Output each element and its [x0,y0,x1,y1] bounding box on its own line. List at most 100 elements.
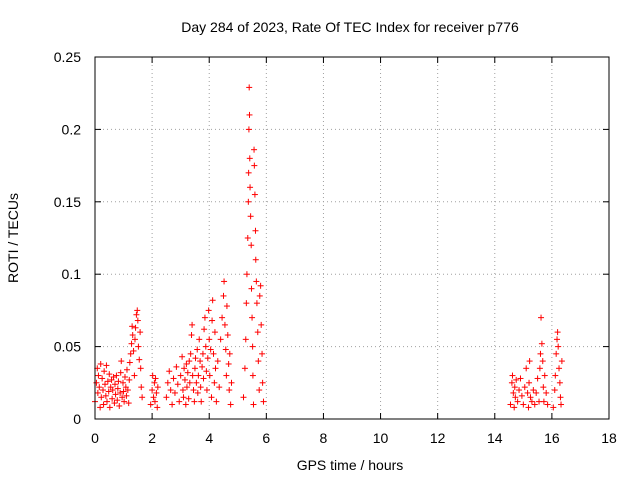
data-point [199,363,206,370]
x-tick-label: 10 [373,430,389,446]
data-point [204,355,211,362]
data-point [225,360,232,367]
data-point [521,384,528,391]
y-tick-label: 0.2 [62,121,82,137]
data-point [260,398,267,405]
x-tick-label: 12 [430,430,446,446]
data-point [558,358,565,365]
data-point [243,300,250,307]
data-point [558,401,565,408]
data-point [244,235,251,241]
x-tick-label: 0 [91,430,99,446]
data-point [114,385,121,392]
data-point [251,162,258,169]
data-point [544,401,551,408]
data-point [182,401,189,408]
data-point [254,329,261,336]
data-point [207,346,214,353]
data-point [248,285,255,292]
data-point [221,278,228,285]
data-point [554,329,561,336]
data-point [217,336,224,343]
data-point [137,365,144,372]
data-point [259,379,266,386]
x-tick-label: 14 [487,430,503,446]
data-point [101,381,108,388]
data-point [246,111,253,118]
data-point [105,388,112,395]
data-point [151,379,158,386]
x-tick-label: 2 [148,430,156,446]
data-point [103,398,110,405]
data-point [540,384,547,391]
data-point [226,350,233,357]
data-point [247,213,254,220]
data-point [130,347,137,354]
data-point [245,198,252,205]
data-point [518,392,525,399]
y-tick-label: 0 [73,411,81,427]
data-point [530,387,537,394]
data-point [253,278,260,285]
data-point [527,394,534,401]
data-point [557,394,564,401]
data-point [223,372,230,379]
data-point [98,394,105,401]
data-point [121,374,128,381]
data-point [104,378,111,385]
data-point [242,336,249,343]
data-point [149,387,156,394]
grid-lines [95,57,609,419]
data-point [241,365,248,372]
data-point [93,379,100,386]
data-point [220,292,227,299]
data-point [126,359,133,366]
data-point [555,343,562,350]
data-point [552,372,559,379]
data-point [526,379,533,386]
data-point [197,358,204,365]
data-point [97,404,104,411]
data-point [151,398,158,405]
data-point [252,256,259,263]
data-point [198,398,205,405]
data-point [556,365,563,372]
axis-tick-labels: 0 2 4 6 8 10 12 14 16 18 0 0.05 0.1 0.15 0.2 0.25 [54,49,617,446]
data-point [200,375,207,382]
data-point [245,126,252,133]
data-point [199,350,206,357]
data-point [173,363,180,370]
data-point [554,336,561,343]
data-point [149,372,156,379]
data-point [150,394,157,401]
data-point [195,372,202,379]
data-point [528,398,535,405]
data-point [205,307,212,314]
data-point [257,282,264,289]
data-point [556,379,563,386]
data-point [110,374,117,381]
data-point [525,404,532,411]
data-point [511,404,518,411]
y-tick-label: 0.05 [54,339,81,355]
data-point [222,346,229,353]
data-point [189,372,196,379]
data-point [121,398,128,405]
data-point [164,379,171,386]
data-point [246,84,253,91]
data-point [123,366,130,373]
data-point [517,375,524,382]
data-point [166,368,173,375]
data-point [170,375,177,382]
data-point [194,389,201,396]
data-point [102,392,109,399]
data-point [208,394,215,401]
data-point [223,303,230,310]
data-point [125,400,132,407]
data-point [228,379,235,386]
data-point [551,387,558,394]
data-point [197,384,204,391]
data-point [196,336,203,343]
data-point [540,398,547,405]
data-point [138,384,145,391]
